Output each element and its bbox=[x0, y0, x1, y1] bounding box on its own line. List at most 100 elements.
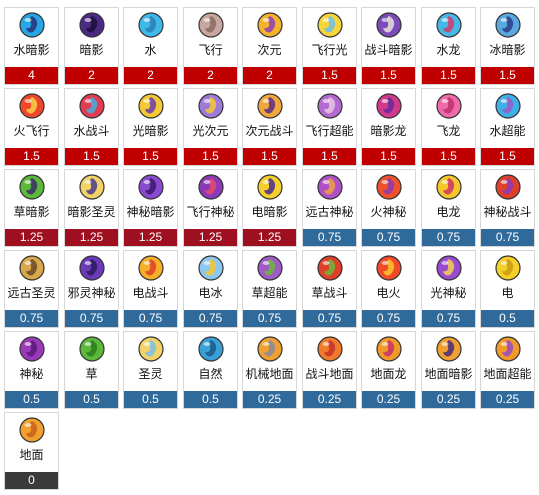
multiplier-value: 0.25 bbox=[243, 391, 296, 408]
shadow-swirl-icon bbox=[78, 11, 106, 39]
multiplier-value: 0.75 bbox=[5, 310, 58, 327]
type-tile[interactable]: 地面 0 bbox=[4, 412, 59, 490]
type-label: 邪灵神秘 bbox=[67, 286, 116, 300]
multiplier-value: 2 bbox=[124, 67, 177, 84]
type-label: 电 bbox=[501, 286, 514, 300]
type-tile[interactable]: 电龙 0.75 bbox=[421, 169, 476, 247]
type-label: 次元 bbox=[257, 43, 282, 57]
type-tile[interactable]: 飞行超能 1.5 bbox=[302, 88, 357, 166]
type-tile[interactable]: 电暗影 1.25 bbox=[242, 169, 297, 247]
type-tile[interactable]: 光次元 1.5 bbox=[183, 88, 238, 166]
type-label: 暗影龙 bbox=[370, 124, 407, 138]
type-tile[interactable]: 光神秘 0.75 bbox=[421, 250, 476, 328]
type-tile[interactable]: 机械地面 0.25 bbox=[242, 331, 297, 409]
type-label: 光暗影 bbox=[132, 124, 169, 138]
multiplier-value: 1.5 bbox=[303, 67, 356, 84]
type-tile[interactable]: 邪灵神秘 0.75 bbox=[64, 250, 119, 328]
type-label: 神秘 bbox=[19, 367, 44, 381]
multiplier-value: 0 bbox=[5, 472, 58, 489]
mystic-icon bbox=[18, 335, 46, 363]
holy-spirit-icon bbox=[137, 335, 165, 363]
type-tile[interactable]: 自然 0.5 bbox=[183, 331, 238, 409]
type-tile[interactable]: 电战斗 0.75 bbox=[123, 250, 178, 328]
type-tile[interactable]: 火飞行 1.5 bbox=[4, 88, 59, 166]
type-label: 暗影圣灵 bbox=[67, 205, 116, 219]
type-label: 自然 bbox=[198, 367, 223, 381]
multiplier-value: 0.75 bbox=[362, 310, 415, 327]
type-tile[interactable]: 战斗暗影 1.5 bbox=[361, 7, 416, 85]
multiplier-value: 0.5 bbox=[65, 391, 118, 408]
water-fighting-icon bbox=[78, 92, 106, 120]
type-tile[interactable]: 草超能 0.75 bbox=[242, 250, 297, 328]
type-tile[interactable]: 电火 0.75 bbox=[361, 250, 416, 328]
type-tile[interactable]: 水暗影 4 bbox=[4, 7, 59, 85]
ground-psychic-icon bbox=[494, 335, 522, 363]
type-tile[interactable]: 水超能 1.5 bbox=[480, 88, 535, 166]
type-label: 草 bbox=[85, 367, 98, 381]
multiplier-value: 1.5 bbox=[124, 148, 177, 165]
shadow-holy-icon bbox=[78, 173, 106, 201]
type-tile[interactable]: 神秘战斗 0.75 bbox=[480, 169, 535, 247]
type-tile[interactable]: 地面超能 0.25 bbox=[480, 331, 535, 409]
fighting-ground-icon bbox=[316, 335, 344, 363]
type-tile[interactable]: 光暗影 1.5 bbox=[123, 88, 178, 166]
ground-shadow-icon bbox=[435, 335, 463, 363]
multiplier-value: 1.5 bbox=[422, 148, 475, 165]
type-tile[interactable]: 神秘 0.5 bbox=[4, 331, 59, 409]
shadow-dragon-icon bbox=[375, 92, 403, 120]
type-tile[interactable]: 草 0.5 bbox=[64, 331, 119, 409]
multiplier-value: 0.75 bbox=[303, 310, 356, 327]
multiplier-value: 1.5 bbox=[481, 148, 534, 165]
type-tile[interactable]: 圣灵 0.5 bbox=[123, 331, 178, 409]
water-dragon-icon bbox=[435, 11, 463, 39]
type-label: 水 bbox=[144, 43, 157, 57]
type-tile[interactable]: 次元战斗 1.5 bbox=[242, 88, 297, 166]
type-tile[interactable]: 冰暗影 1.5 bbox=[480, 7, 535, 85]
ground-icon bbox=[18, 416, 46, 444]
type-label: 水暗影 bbox=[13, 43, 50, 57]
type-tile[interactable]: 远古圣灵 0.75 bbox=[4, 250, 59, 328]
type-tile[interactable]: 电冰 0.75 bbox=[183, 250, 238, 328]
type-label: 草超能 bbox=[251, 286, 288, 300]
multiplier-value: 1.5 bbox=[184, 148, 237, 165]
type-tile[interactable]: 草战斗 0.75 bbox=[302, 250, 357, 328]
type-tile[interactable]: 暗影 2 bbox=[64, 7, 119, 85]
multiplier-value: 1.25 bbox=[243, 229, 296, 246]
grass-fighting-icon bbox=[316, 254, 344, 282]
type-label: 电冰 bbox=[198, 286, 223, 300]
type-tile[interactable]: 飞行 2 bbox=[183, 7, 238, 85]
mechanical-ground-icon bbox=[256, 335, 284, 363]
multiplier-value: 0.75 bbox=[303, 229, 356, 246]
fire-mystic-icon bbox=[375, 173, 403, 201]
type-tile[interactable]: 水战斗 1.5 bbox=[64, 88, 119, 166]
type-tile[interactable]: 飞行神秘 1.25 bbox=[183, 169, 238, 247]
type-tile[interactable]: 地面暗影 0.25 bbox=[421, 331, 476, 409]
type-tile[interactable]: 草暗影 1.25 bbox=[4, 169, 59, 247]
type-tile[interactable]: 次元 2 bbox=[242, 7, 297, 85]
type-tile[interactable]: 暗影圣灵 1.25 bbox=[64, 169, 119, 247]
type-tile[interactable]: 地面龙 0.25 bbox=[361, 331, 416, 409]
type-label: 草战斗 bbox=[311, 286, 348, 300]
dimension-fighting-icon bbox=[256, 92, 284, 120]
fire-flying-icon bbox=[18, 92, 46, 120]
type-tile[interactable]: 远古神秘 0.75 bbox=[302, 169, 357, 247]
multiplier-value: 0.25 bbox=[422, 391, 475, 408]
multiplier-value: 0.25 bbox=[303, 391, 356, 408]
fighting-shadow-icon bbox=[375, 11, 403, 39]
wing-icon bbox=[197, 11, 225, 39]
type-label: 地面龙 bbox=[370, 367, 407, 381]
type-tile[interactable]: 飞龙 1.5 bbox=[421, 88, 476, 166]
ancient-mystic-icon bbox=[316, 173, 344, 201]
flying-dragon-icon bbox=[435, 92, 463, 120]
type-tile[interactable]: 战斗地面 0.25 bbox=[302, 331, 357, 409]
type-tile[interactable]: 神秘暗影 1.25 bbox=[123, 169, 178, 247]
type-tile[interactable]: 飞行光 1.5 bbox=[302, 7, 357, 85]
type-label: 战斗地面 bbox=[305, 367, 354, 381]
type-tile[interactable]: 暗影龙 1.5 bbox=[361, 88, 416, 166]
type-tile[interactable]: 电 0.5 bbox=[480, 250, 535, 328]
type-label: 圣灵 bbox=[138, 367, 163, 381]
type-tile[interactable]: 水龙 1.5 bbox=[421, 7, 476, 85]
multiplier-value: 0.75 bbox=[422, 310, 475, 327]
type-tile[interactable]: 火神秘 0.75 bbox=[361, 169, 416, 247]
